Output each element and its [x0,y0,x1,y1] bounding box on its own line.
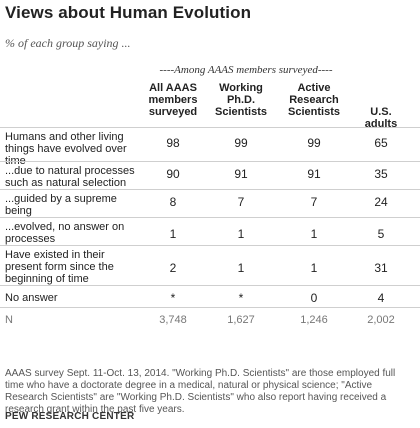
group-header: ----Among AAAS members surveyed---- [159,64,333,76]
cell-value: 1 [169,227,177,241]
cell-value: 7 [310,195,318,209]
cell-value: 0 [310,291,318,305]
cell-value: 99 [234,136,248,150]
row-label: N [5,314,13,326]
cell-value: 1,627 [227,314,255,326]
cell-value: 2,002 [367,314,395,326]
cell-value: 1 [310,261,318,275]
table-row: Have existed in their present form since… [0,245,420,286]
cell-value: 90 [166,167,180,181]
column-header-all-aaas: All AAAS members surveyed [141,82,205,118]
cell-value: 98 [166,136,180,150]
row-label: ...evolved, no answer on processes [5,221,125,245]
column-header-line: Working [219,82,263,94]
cell-value: 3,748 [159,314,187,326]
cell-value: 1 [237,227,245,241]
table-row: ...due to natural processes such as natu… [0,161,420,190]
cell-value: 35 [374,167,388,181]
row-label: No answer [5,292,58,304]
page-title: Views about Human Evolution [5,3,252,22]
row-label: ...guided by a supreme being [5,193,117,217]
table-row: ...guided by a supreme being 8 7 7 24 [0,189,420,218]
row-label: ...due to natural processes such as natu… [5,165,135,189]
column-header-line: Scientists [288,106,340,118]
cell-value: 1 [237,261,245,275]
cell-value: 1,246 [300,314,328,326]
column-header-line: surveyed [148,106,198,118]
cell-value: 7 [237,195,245,209]
cell-value: 8 [169,195,177,209]
column-header-line: Ph.D. [226,94,256,106]
column-header-line: All AAAS [149,82,197,94]
table-row: ...evolved, no answer on processes 1 1 1… [0,217,420,246]
column-header-active-research: Active Research Scientists [279,82,349,118]
table-row: No answer * * 0 4 [0,285,420,308]
column-header-line: Research [289,94,339,106]
cell-value: 2 [169,261,177,275]
subtitle: % of each group saying ... [5,36,131,50]
column-header-line: Scientists [215,106,267,118]
row-label: Have existed in their present form since… [5,249,114,285]
column-header-working-phd: Working Ph.D. Scientists [209,82,273,118]
cell-value: 91 [307,167,321,181]
cell-value: 91 [234,167,248,181]
row-label: Humans and other living things have evol… [5,131,127,167]
cell-value: 65 [374,136,388,150]
cell-value: 99 [307,136,321,150]
cell-value: * [170,291,176,305]
table-row-sample-size: N 3,748 1,627 1,246 2,002 [0,307,420,330]
table-row: Humans and other living things have evol… [0,127,420,167]
cell-value: 5 [377,227,385,241]
cell-value: 31 [374,261,388,275]
cell-value: 24 [374,195,388,209]
source-credit: PEW RESEARCH CENTER [5,411,135,422]
cell-value: 4 [377,291,385,305]
footnote: AAAS survey Sept. 11-Oct. 13, 2014. "Wor… [5,368,396,415]
cell-value: 1 [310,227,318,241]
cell-value: * [238,291,244,305]
column-header-line: members [148,94,198,106]
column-header-line: Active [297,82,331,94]
